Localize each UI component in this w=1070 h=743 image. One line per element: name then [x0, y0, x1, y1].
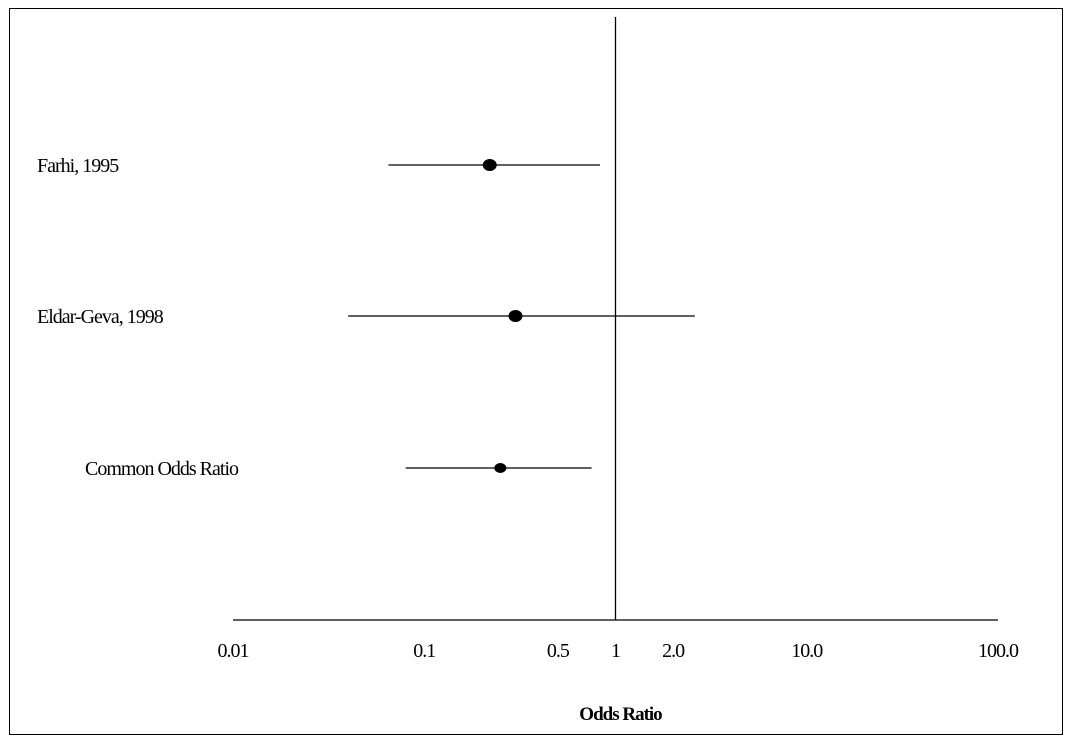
point-estimate-marker — [508, 310, 523, 322]
x-tick-label: 2.0 — [662, 640, 685, 662]
x-tick-label: 0.01 — [218, 640, 249, 662]
x-tick-label: 1 — [611, 640, 620, 662]
x-tick-label: 100.0 — [978, 640, 1019, 662]
point-estimate-marker — [494, 463, 507, 473]
chart-frame — [9, 8, 1063, 735]
x-axis-title: Odds Ratio — [579, 704, 662, 725]
study-label: Farhi, 1995 — [37, 155, 119, 177]
x-tick-label: 0.1 — [413, 640, 435, 662]
x-tick-label: 0.5 — [547, 640, 570, 662]
point-estimate-marker — [482, 159, 497, 171]
x-tick-label: 10.0 — [791, 640, 823, 662]
study-label: Common Odds Ratio — [85, 458, 239, 480]
study-label: Eldar-Geva, 1998 — [37, 306, 164, 328]
